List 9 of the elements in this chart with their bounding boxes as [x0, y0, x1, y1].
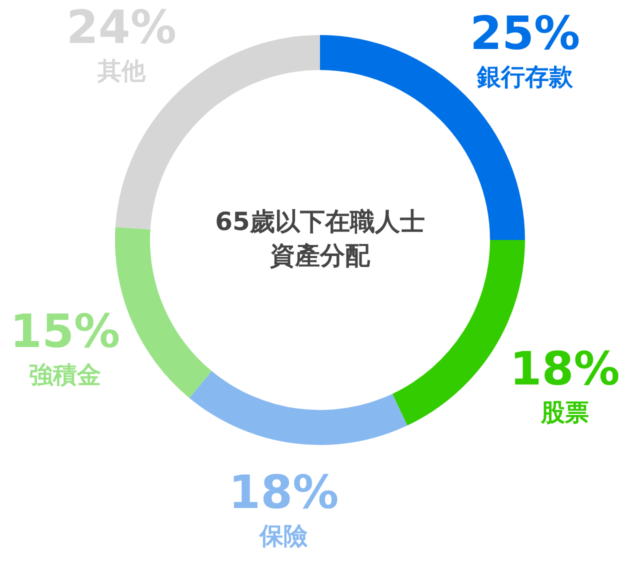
data-label: 15% [10, 304, 120, 358]
data-label: 25% [470, 6, 580, 60]
slice-label: 強積金 [29, 361, 101, 390]
slice-label: 股票 [540, 398, 589, 427]
data-label: 18% [228, 464, 339, 519]
slice-label: 銀行存款 [476, 63, 574, 92]
slice-label: 保險 [258, 522, 309, 550]
text: 65歲以下在職人士資產分配 [214, 206, 426, 272]
data-label: 18% [510, 342, 620, 396]
